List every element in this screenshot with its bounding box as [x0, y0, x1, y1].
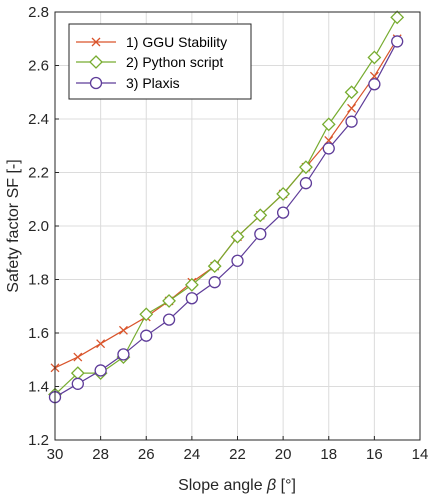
x-tick-label: 30	[47, 446, 64, 463]
y-tick-label: 1.2	[28, 432, 49, 449]
x-tick-label: 24	[184, 446, 201, 463]
data-point-python	[207, 259, 222, 274]
data-point-plaxis	[185, 292, 199, 305]
data-point-plaxis	[140, 329, 153, 342]
series-plaxis	[48, 35, 404, 404]
x-axis-label-symbol: β	[266, 477, 276, 494]
y-tick-label: 1.4	[28, 379, 49, 396]
data-point-python	[184, 277, 199, 292]
y-tick-label: 1.6	[28, 325, 49, 342]
x-axis-label-suffix: [°]	[276, 477, 296, 494]
x-axis-label-prefix: Slope angle	[178, 477, 267, 494]
legend-marker-plaxis	[89, 76, 103, 90]
axis-ticks: 30 28 26 24 22 20 18 16 14 1.2 1.4 1.6 1.8 2.0 2.2 2.4 2…	[28, 4, 428, 463]
legend-label-ggu: 1) GGU Stability	[126, 34, 227, 50]
data-point-plaxis	[391, 35, 404, 48]
legend-samples	[76, 37, 116, 90]
y-tick-label: 1.8	[28, 272, 49, 289]
data-point-python	[230, 229, 245, 244]
data-point-plaxis	[254, 227, 267, 241]
y-tick-label: 2.4	[28, 111, 49, 128]
data-point-python	[299, 160, 313, 175]
legend-marker-python	[89, 55, 103, 69]
data-point-python	[139, 307, 154, 322]
y-tick-label: 2.8	[28, 4, 49, 21]
data-point-plaxis	[322, 142, 335, 155]
legend: 1) GGU Stability 2) Python script 3) Pla…	[68, 23, 252, 100]
y-tick-label: 2.6	[28, 58, 49, 75]
data-point-plaxis	[345, 115, 358, 128]
data-point-python	[367, 50, 382, 65]
series-python	[48, 10, 405, 402]
legend-label-plaxis: 3) Plaxis	[126, 75, 180, 91]
data-point-python	[162, 293, 176, 308]
x-tick-label: 26	[138, 446, 155, 463]
data-point-python	[276, 186, 291, 201]
legend-label-python: 2) Python script	[126, 54, 223, 70]
data-point-plaxis	[276, 206, 290, 219]
y-tick-label: 2.2	[28, 165, 49, 182]
series-layer	[48, 10, 405, 404]
x-tick-label: 20	[275, 446, 292, 463]
legend-marker-ggu	[91, 37, 101, 47]
data-point-plaxis	[71, 377, 84, 390]
x-tick-label: 16	[366, 446, 383, 463]
x-axis-label: Slope angle β [°]	[178, 477, 296, 494]
data-point-plaxis	[368, 78, 381, 91]
data-point-ggu	[96, 339, 106, 349]
data-point-python	[390, 10, 405, 25]
data-point-ggu	[73, 352, 83, 362]
x-tick-label: 18	[320, 446, 337, 463]
data-point-plaxis	[94, 364, 107, 377]
data-point-plaxis	[162, 313, 176, 326]
y-tick-label: 2.0	[28, 218, 49, 235]
series-line-python	[54, 17, 398, 395]
data-point-ggu	[118, 325, 128, 335]
data-point-python	[321, 117, 336, 132]
y-axis-label: Safety factor SF [-]	[5, 159, 22, 292]
data-point-python	[344, 85, 359, 100]
series-line-plaxis	[54, 41, 398, 398]
data-point-ggu	[347, 103, 357, 113]
data-point-plaxis	[231, 254, 244, 267]
x-tick-label: 22	[229, 446, 246, 463]
x-tick-label: 14	[412, 446, 429, 463]
data-point-python	[253, 208, 268, 223]
data-point-plaxis	[208, 276, 221, 289]
data-point-plaxis	[117, 348, 130, 361]
x-tick-label: 28	[92, 446, 109, 463]
data-point-plaxis	[299, 177, 313, 190]
